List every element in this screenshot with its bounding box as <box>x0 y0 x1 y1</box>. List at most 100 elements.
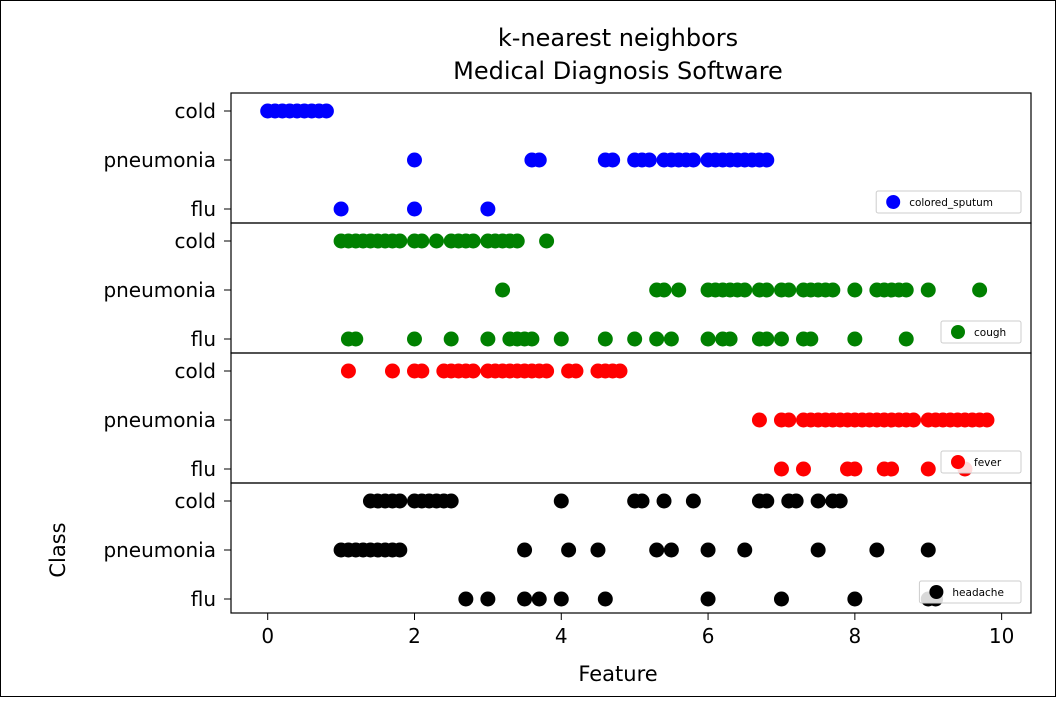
data-point-headache-cold <box>392 493 408 509</box>
data-point-headache-flu <box>517 591 533 607</box>
data-point-colored_sputum-pneumonia <box>759 152 775 168</box>
data-point-headache-pneumonia <box>737 542 753 558</box>
data-point-cough-flu <box>348 331 364 347</box>
x-tick-label: 10 <box>989 624 1014 648</box>
data-point-cough-flu <box>524 331 540 347</box>
legend-headache: headache <box>918 580 1022 604</box>
y-tick-label-cold: cold <box>175 229 216 253</box>
data-point-headache-flu <box>531 591 547 607</box>
data-point-headache-cold <box>634 493 650 509</box>
data-point-cough-flu <box>898 331 914 347</box>
x-tick-label: 4 <box>555 624 568 648</box>
data-point-cough-pneumonia <box>781 282 797 298</box>
data-point-cough-flu <box>627 331 643 347</box>
data-point-cough-flu <box>649 331 665 347</box>
y-tick-label-cold: cold <box>175 489 216 513</box>
data-point-headache-flu <box>480 591 496 607</box>
legend-label-headache: headache <box>952 587 1004 599</box>
data-point-headache-cold <box>443 493 459 509</box>
data-point-cough-flu <box>700 331 716 347</box>
data-point-headache-cold <box>656 493 672 509</box>
legend-marker <box>951 325 965 339</box>
data-point-cough-cold <box>429 233 445 249</box>
data-point-fever-flu <box>795 461 811 477</box>
data-point-headache-pneumonia <box>869 542 885 558</box>
legend-box <box>875 190 1022 214</box>
legend-marker <box>951 455 965 469</box>
data-point-fever-pneumonia <box>979 412 995 428</box>
data-point-headache-flu <box>458 591 474 607</box>
data-point-cough-flu <box>663 331 679 347</box>
data-point-cough-flu <box>722 331 738 347</box>
y-tick-label-flu: flu <box>191 197 216 221</box>
data-point-cough-flu <box>406 331 422 347</box>
data-point-headache-flu <box>553 591 569 607</box>
data-point-headache-pneumonia <box>663 542 679 558</box>
data-point-fever-cold <box>414 363 430 379</box>
y-tick-label-flu: flu <box>191 587 216 611</box>
data-point-cough-cold <box>539 233 555 249</box>
y-axis-label: Class <box>46 522 70 577</box>
data-point-cough-cold <box>465 233 481 249</box>
panel-cough: cold pneumonia flu cough <box>103 222 1032 354</box>
x-axis-label: Feature <box>578 662 657 686</box>
data-point-cough-pneumonia <box>671 282 687 298</box>
y-tick-label-flu: flu <box>191 327 216 351</box>
y-tick-label-cold: cold <box>175 99 216 123</box>
data-point-cough-cold <box>414 233 430 249</box>
data-point-cough-flu <box>597 331 613 347</box>
legend-marker <box>886 195 901 209</box>
data-point-fever-flu <box>884 461 900 477</box>
data-point-cough-flu <box>803 331 819 347</box>
data-point-headache-cold <box>788 493 804 509</box>
data-point-headache-cold <box>759 493 775 509</box>
data-point-colored_sputum-pneumonia <box>605 152 621 168</box>
panel-fever: cold pneumonia flu fever <box>103 352 1032 484</box>
data-point-fever-cold <box>539 363 555 379</box>
data-point-cough-pneumonia <box>737 282 753 298</box>
x-tick-label: 2 <box>408 624 421 648</box>
data-point-fever-flu <box>920 461 936 477</box>
panel-headache: cold pneumonia flu headache <box>103 482 1032 614</box>
chart-title-line-2: Medical Diagnosis Software <box>453 57 783 85</box>
data-point-headache-pneumonia <box>700 542 716 558</box>
data-point-headache-flu <box>847 591 863 607</box>
data-point-fever-pneumonia <box>781 412 797 428</box>
data-point-headache-pneumonia <box>649 542 665 558</box>
data-point-cough-pneumonia <box>920 282 936 298</box>
data-point-headache-cold <box>832 493 848 509</box>
data-point-cough-flu <box>480 331 496 347</box>
data-point-headache-pneumonia <box>517 542 533 558</box>
data-point-fever-cold <box>384 363 400 379</box>
data-point-headache-cold <box>553 493 569 509</box>
data-point-colored_sputum-pneumonia <box>406 152 422 168</box>
data-point-colored_sputum-cold <box>318 103 334 119</box>
chart-title-line-1: k-nearest neighbors <box>498 24 738 52</box>
data-point-cough-flu <box>553 331 569 347</box>
data-point-headache-pneumonia <box>392 542 408 558</box>
data-point-headache-cold <box>810 493 826 509</box>
x-tick-label: 6 <box>702 624 715 648</box>
data-point-colored_sputum-flu <box>480 201 496 217</box>
y-tick-label-pneumonia: pneumonia <box>103 538 216 562</box>
data-point-cough-pneumonia <box>972 282 988 298</box>
y-tick-label-flu: flu <box>191 457 216 481</box>
data-point-cough-pneumonia <box>759 282 775 298</box>
legend-colored_sputum: colored_sputum <box>875 190 1022 214</box>
data-point-cough-pneumonia <box>825 282 841 298</box>
panel-frame <box>230 482 1032 614</box>
x-tick-label: 8 <box>848 624 861 648</box>
legend-cough: cough <box>940 320 1022 344</box>
y-tick-label-pneumonia: pneumonia <box>103 278 216 302</box>
data-point-cough-cold <box>509 233 525 249</box>
data-point-fever-pneumonia <box>906 412 922 428</box>
data-point-headache-pneumonia <box>561 542 577 558</box>
data-point-cough-cold <box>392 233 408 249</box>
panel-colored_sputum: cold pneumonia flu colored_sputum <box>103 92 1032 224</box>
data-point-cough-pneumonia <box>656 282 672 298</box>
x-axis: 0 2 4 6 8 10 <box>261 613 1014 648</box>
data-point-cough-pneumonia <box>898 282 914 298</box>
